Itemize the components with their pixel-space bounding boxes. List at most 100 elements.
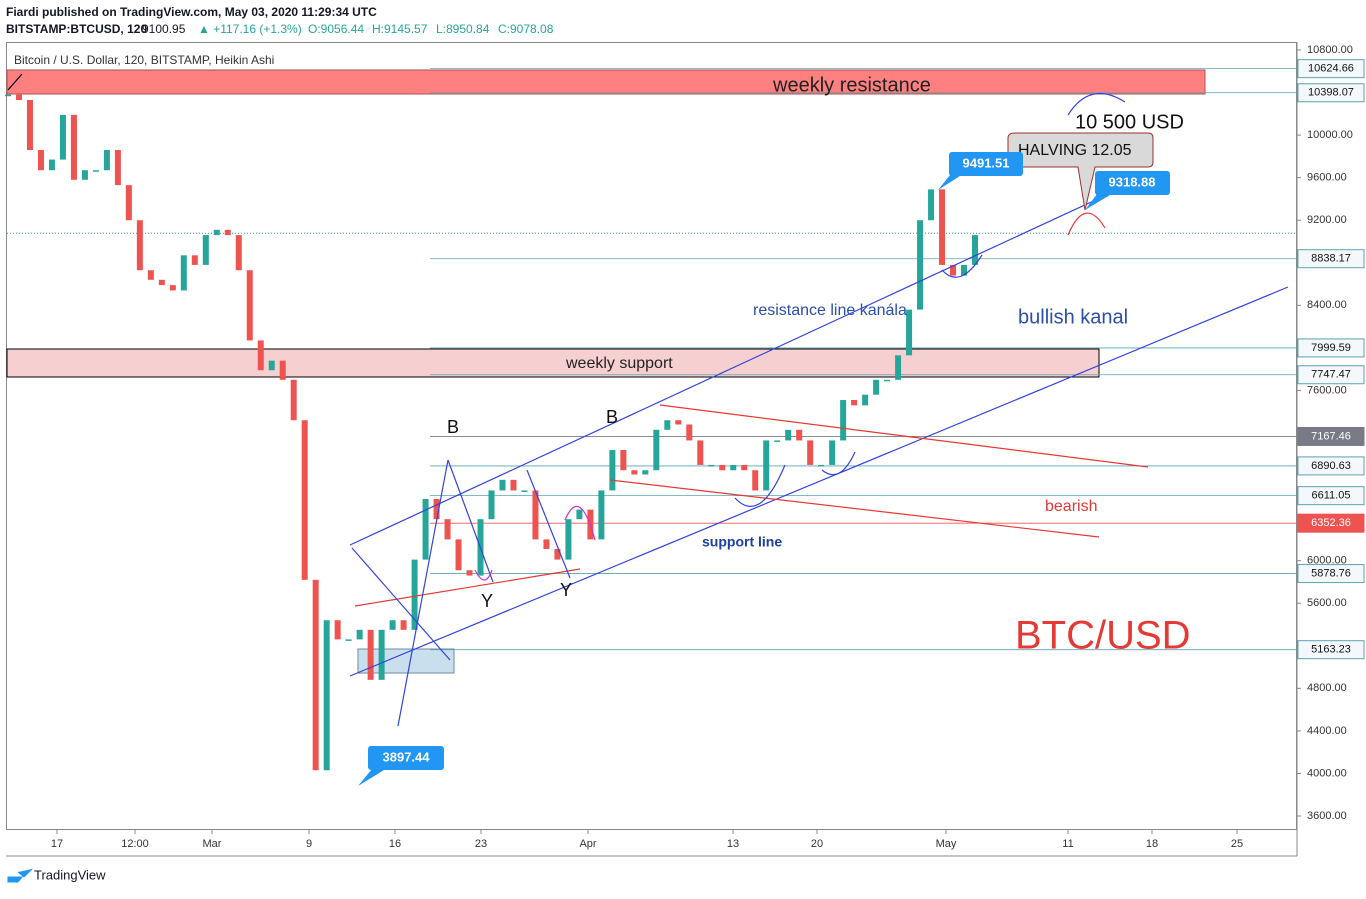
price-label-box bbox=[1297, 338, 1365, 358]
candle bbox=[598, 490, 605, 540]
candle bbox=[741, 464, 748, 471]
open: O:9056.44 bbox=[308, 22, 364, 36]
candle bbox=[191, 255, 198, 265]
candle bbox=[796, 429, 803, 441]
y-tick-label: 6000.00 bbox=[1307, 555, 1347, 567]
candle bbox=[114, 150, 121, 186]
candle bbox=[939, 189, 946, 265]
trend-line bbox=[526, 469, 571, 579]
candle bbox=[829, 440, 836, 465]
arrow bbox=[7, 73, 23, 91]
price-label: 5163.23 bbox=[1311, 644, 1351, 656]
annotation: support line bbox=[702, 534, 782, 550]
arrow bbox=[1067, 93, 1126, 116]
arrow bbox=[734, 464, 786, 507]
candle bbox=[136, 220, 143, 271]
symbol: BITSTAMP:BTCUSD, 120 bbox=[6, 22, 147, 36]
candle bbox=[851, 400, 858, 406]
price-label: 6352.36 bbox=[1311, 517, 1351, 529]
candle bbox=[411, 559, 418, 630]
candle bbox=[158, 279, 165, 286]
y-tick-label: 9200.00 bbox=[1307, 214, 1347, 226]
candle bbox=[279, 360, 286, 380]
annotation: B bbox=[447, 417, 459, 437]
trend-line bbox=[659, 404, 1149, 468]
annotation: 9491.51 bbox=[963, 155, 1010, 170]
candle bbox=[862, 394, 869, 406]
low: L:8950.84 bbox=[436, 22, 490, 36]
price-label: 10398.07 bbox=[1308, 87, 1354, 99]
y-tick-label: 5600.00 bbox=[1307, 597, 1347, 609]
candle bbox=[840, 400, 847, 441]
candle bbox=[488, 490, 495, 520]
logo bbox=[7, 868, 33, 883]
zones bbox=[6, 69, 1206, 674]
candle bbox=[708, 464, 715, 467]
y-tick-label: 4800.00 bbox=[1307, 682, 1347, 694]
annotation: bearish bbox=[1045, 498, 1097, 515]
candle bbox=[48, 159, 55, 171]
candle bbox=[928, 189, 935, 221]
trend-line bbox=[447, 459, 494, 583]
candle bbox=[884, 379, 891, 382]
x-tick-label: Apr bbox=[579, 838, 596, 850]
trend-line bbox=[354, 568, 581, 607]
candle bbox=[224, 229, 231, 236]
candle bbox=[180, 255, 187, 291]
legend-title: Bitcoin / U.S. Dollar, 120, BITSTAMP, He… bbox=[14, 53, 274, 67]
arrow bbox=[1067, 212, 1106, 236]
halving-callout bbox=[1007, 132, 1154, 211]
price-label-box bbox=[1297, 59, 1365, 79]
price-label: 8838.17 bbox=[1311, 253, 1351, 265]
candle bbox=[367, 629, 374, 680]
last: 9100.95 bbox=[142, 22, 186, 36]
candle bbox=[301, 420, 308, 580]
candle bbox=[103, 150, 110, 171]
candle bbox=[389, 620, 396, 630]
candle bbox=[444, 519, 451, 540]
x-tick-label: Mar bbox=[203, 838, 222, 850]
candle bbox=[895, 355, 902, 380]
y-tick-label: 3600.00 bbox=[1307, 810, 1347, 822]
price-label: 6611.05 bbox=[1312, 490, 1351, 502]
callout bbox=[1095, 171, 1170, 195]
x-tick-label: 13 bbox=[727, 838, 739, 850]
y-tick-label: 10800.00 bbox=[1307, 44, 1353, 56]
annotation: 3897.44 bbox=[383, 749, 431, 764]
candle bbox=[554, 548, 561, 560]
candle bbox=[719, 464, 726, 471]
price-label: 7167.46 bbox=[1311, 430, 1351, 442]
candle bbox=[466, 570, 473, 576]
y-tick-label: 9600.00 bbox=[1307, 172, 1347, 184]
candle bbox=[345, 639, 352, 641]
candle bbox=[565, 519, 572, 560]
price-label-box bbox=[1297, 426, 1365, 446]
candle bbox=[818, 464, 825, 467]
price-label-box bbox=[1297, 365, 1365, 385]
callout bbox=[949, 152, 1023, 176]
arrow bbox=[474, 569, 493, 581]
arrow bbox=[564, 506, 596, 541]
candle bbox=[356, 629, 363, 640]
annotation: HALVING 12.05 bbox=[1018, 142, 1132, 159]
callout-pointer bbox=[938, 175, 960, 190]
price-label: 7747.47 bbox=[1311, 369, 1351, 381]
candle bbox=[246, 270, 253, 341]
candle bbox=[334, 620, 341, 640]
y-tick-label: 10000.00 bbox=[1307, 129, 1353, 141]
trend-line bbox=[397, 459, 449, 727]
arrow bbox=[941, 254, 983, 278]
annotation: bullish kanal bbox=[1018, 306, 1128, 328]
callout bbox=[368, 746, 444, 770]
candle bbox=[631, 470, 638, 475]
annotation: B bbox=[606, 407, 618, 427]
candle bbox=[686, 424, 693, 441]
candle bbox=[807, 440, 814, 465]
candle bbox=[917, 220, 924, 310]
candle bbox=[543, 539, 550, 549]
candle bbox=[576, 509, 583, 520]
footer: TradingView bbox=[34, 867, 106, 882]
x-tick-label: 23 bbox=[475, 838, 487, 850]
